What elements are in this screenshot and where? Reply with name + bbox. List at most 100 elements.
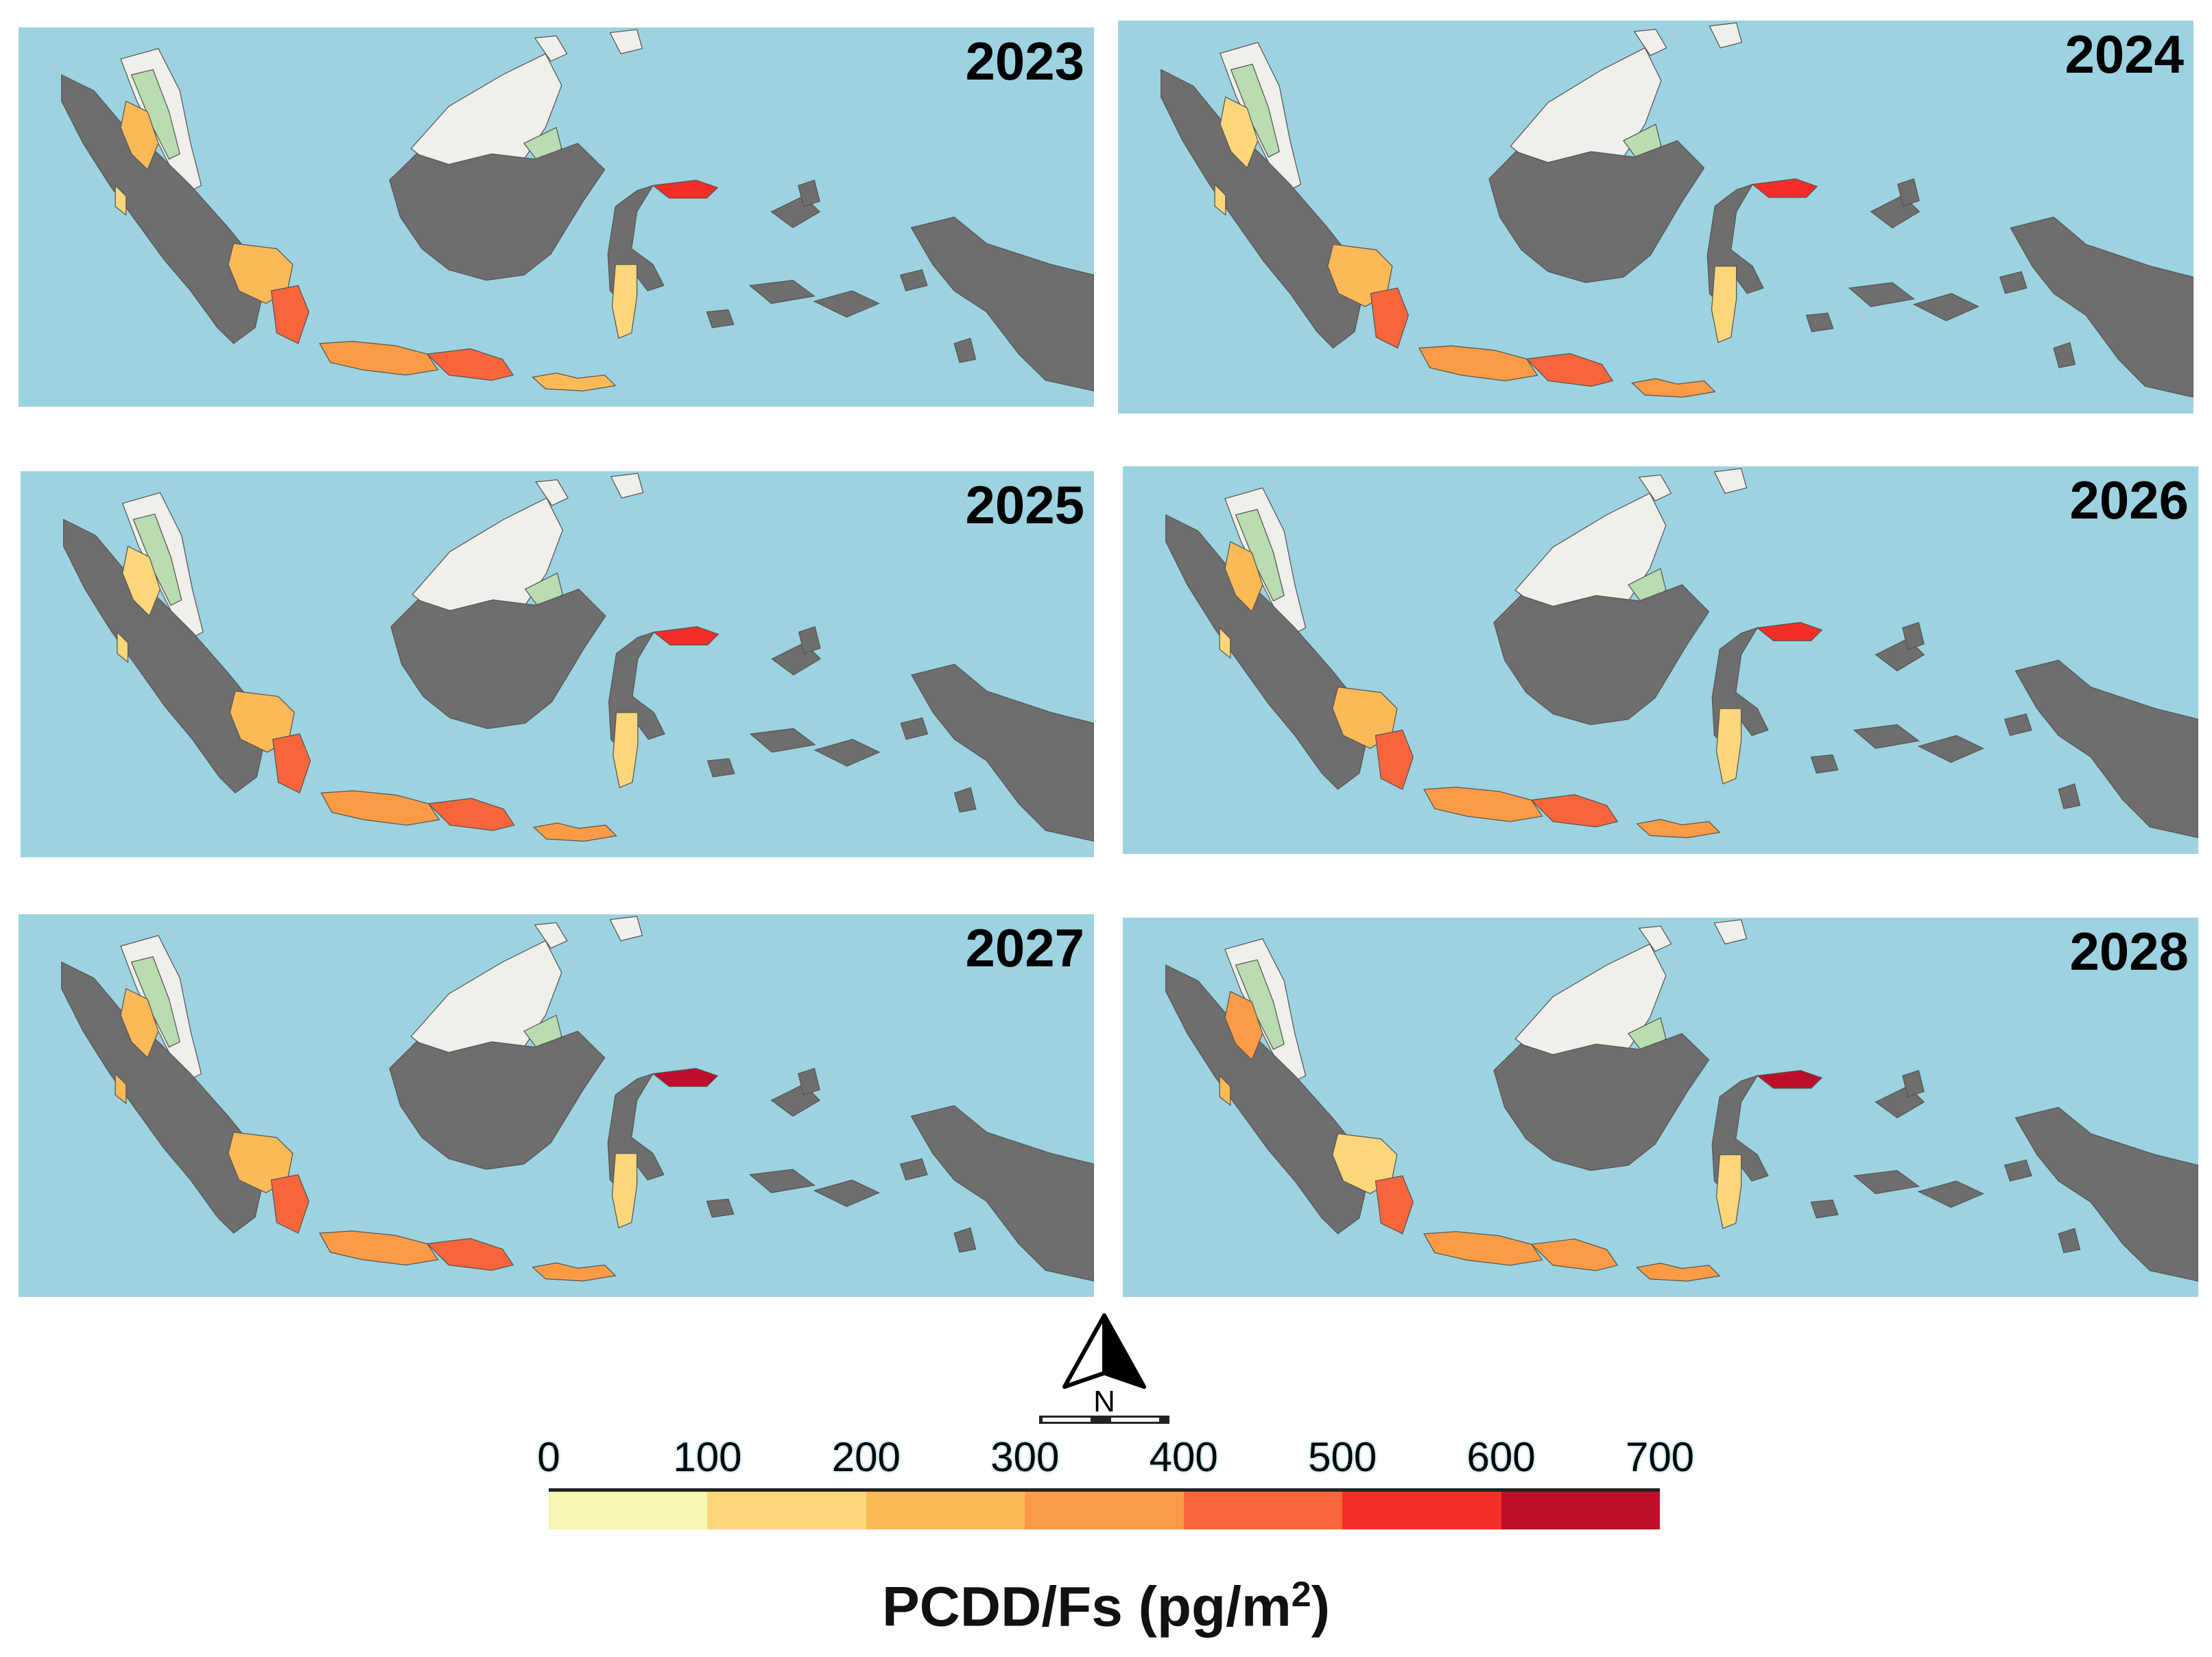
map-svg [1123, 466, 2198, 854]
province-west-sumatra [1219, 626, 1231, 659]
province-south-sulawesi [611, 264, 638, 339]
province-west-java [1423, 1231, 1543, 1266]
province-aceh [120, 100, 159, 171]
province-east-java [1530, 1238, 1619, 1272]
province-lampung [270, 1174, 310, 1234]
north-arrow: N [1029, 1310, 1180, 1430]
province-lampung [1370, 287, 1410, 349]
legend-bin [866, 1492, 1025, 1529]
legend-title-main: PCDD/Fs (pg/m [881, 1575, 1292, 1638]
legend-bin [1342, 1492, 1501, 1529]
neighbor-land [610, 473, 644, 499]
province-no-data [1810, 1200, 1839, 1219]
panel-year: 2024 [2065, 24, 2184, 84]
province-aceh [1224, 990, 1263, 1061]
province-no-data [798, 625, 821, 654]
province-no-data [2010, 216, 2193, 398]
legend-bin [707, 1492, 866, 1529]
province-no-data [899, 269, 928, 291]
province-no-data [389, 143, 606, 281]
province-no-data [1848, 282, 1915, 307]
legend-tick-label: 500 [1308, 1434, 1377, 1480]
province-no-data [900, 717, 929, 740]
province-no-data [706, 309, 735, 329]
province-no-data [813, 290, 880, 318]
province-bali-nt [1636, 1263, 1721, 1282]
province-aceh [122, 545, 161, 617]
province-no-data [390, 588, 606, 729]
province-south-sulawesi [1711, 265, 1737, 344]
map-panel-2027: 2027 [19, 914, 1094, 1297]
legend-tick-label: 200 [831, 1434, 901, 1480]
province-north-sulawesi [652, 180, 719, 199]
neighbor-land [535, 479, 569, 506]
legend-tick-label: 100 [673, 1434, 742, 1480]
province-no-data [2053, 342, 2076, 368]
province-no-data [953, 787, 977, 813]
province-no-data [2014, 659, 2198, 839]
map-panel-2026: 2026 [1123, 466, 2198, 854]
panel-year: 2026 [2069, 470, 2189, 530]
province-east-java [1530, 794, 1619, 828]
legend-tick-label: 600 [1466, 1434, 1536, 1480]
map-panel-2025: 2025 [21, 471, 1094, 857]
province-no-data [910, 663, 1094, 842]
province-no-data [798, 1067, 820, 1096]
province-no-data [813, 739, 881, 767]
map-panel-2024: 2024 [1118, 21, 2193, 414]
panel-year: 2027 [965, 918, 1084, 978]
province-west-java [320, 790, 440, 826]
province-no-data [2058, 1228, 2081, 1254]
province-no-data [1902, 621, 1925, 650]
province-aceh [1220, 96, 1259, 169]
province-north-sulawesi [1751, 178, 1818, 198]
neighbor-land [1638, 925, 1672, 952]
province-bali-nt [532, 1262, 617, 1282]
province-north-sulawesi [1756, 1070, 1823, 1089]
neighbor-land [1709, 22, 1743, 49]
panel-year: 2028 [2069, 921, 2189, 981]
province-south-sulawesi [1715, 1154, 1742, 1230]
province-lampung [1375, 729, 1414, 790]
province-west-sumatra [115, 184, 127, 216]
province-west-java [319, 1230, 439, 1266]
province-no-data [706, 1198, 735, 1218]
neighbor-land [1633, 29, 1667, 56]
province-lampung [1375, 1175, 1414, 1235]
province-no-data [1902, 1069, 1925, 1097]
province-west-java [1423, 787, 1543, 822]
neighbor-land [1638, 474, 1672, 502]
legend-bin [1183, 1492, 1343, 1529]
legend-tick-label: 700 [1625, 1434, 1695, 1480]
province-lampung [272, 733, 311, 794]
legend-bin [1501, 1492, 1660, 1529]
province-south-sulawesi [613, 712, 639, 789]
panel-year: 2025 [965, 475, 1084, 535]
province-west-sumatra [1214, 183, 1226, 216]
province-east-java [426, 1238, 514, 1271]
province-no-data [2058, 783, 2081, 809]
province-south-sulawesi [1715, 708, 1742, 785]
province-no-data [899, 1158, 928, 1181]
province-no-data [953, 337, 977, 363]
province-lampung [270, 285, 310, 344]
color-legend: 0 100 200 300 400 500 600 700 [535, 1437, 1701, 1540]
province-east-java [1525, 353, 1614, 387]
province-no-data [749, 728, 816, 753]
province-bali-nt [1631, 378, 1716, 398]
province-no-data [953, 1227, 977, 1253]
map-svg [1118, 21, 2193, 414]
province-no-data [1897, 178, 1920, 207]
province-no-data [748, 280, 816, 305]
province-aceh [120, 988, 159, 1059]
north-label: N [1093, 1385, 1115, 1418]
province-west-sumatra [117, 631, 129, 663]
province-west-sumatra [115, 1073, 127, 1105]
province-no-data [1917, 1180, 1984, 1208]
province-north-sulawesi [652, 1068, 719, 1087]
province-no-data [798, 179, 820, 207]
legend-tick-label: 300 [990, 1434, 1060, 1480]
province-no-data [2003, 1159, 2032, 1182]
province-south-sulawesi [611, 1153, 638, 1229]
province-no-data [1912, 293, 1979, 322]
